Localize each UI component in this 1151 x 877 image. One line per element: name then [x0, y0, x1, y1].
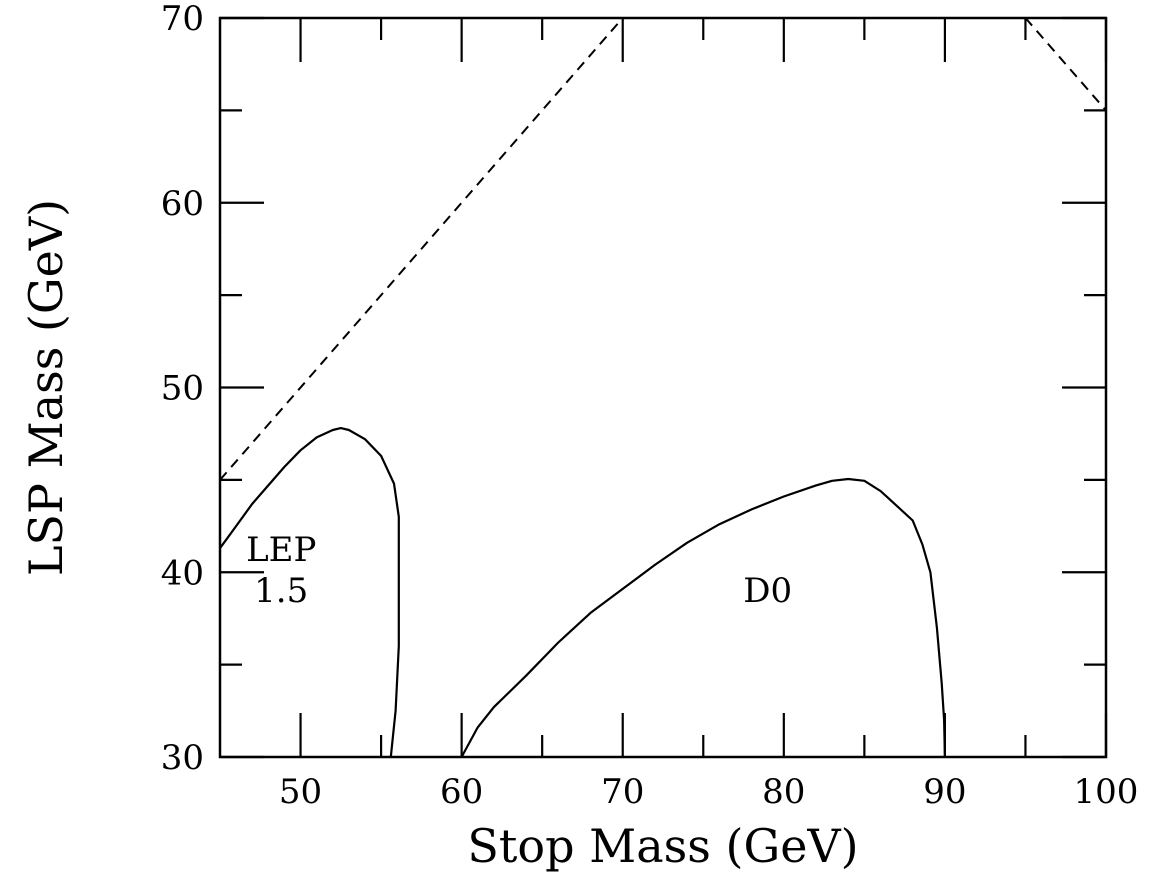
- x-tick-label: 90: [923, 772, 966, 812]
- region-label: LEP: [246, 530, 316, 570]
- kinematic-limit-dashed-line: [219, 17, 624, 481]
- region-label: D0: [743, 571, 792, 611]
- y-tick-label: 50: [161, 369, 204, 409]
- x-tick-label: 50: [279, 772, 322, 812]
- y-tick-label: 40: [161, 553, 204, 593]
- y-tick-label: 30: [161, 738, 204, 778]
- y-axis-title: LSP Mass (GeV): [19, 199, 73, 576]
- x-tick-label: 80: [762, 772, 805, 812]
- x-tick-label: 70: [601, 772, 644, 812]
- y-tick-label: 60: [161, 184, 204, 224]
- x-tick-label: 100: [1074, 772, 1139, 812]
- plot-frame: [218, 16, 1108, 759]
- corner-dashed-line: [1024, 17, 1107, 112]
- axis-tick-labels: 50 60 70 80 90 100 30 40 50 60 70: [161, 0, 1139, 812]
- region-label: 1.5: [254, 571, 308, 611]
- axis-ticks: [220, 16, 1108, 759]
- x-axis-title: Stop Mass (GeV): [467, 819, 858, 873]
- d0-exclusion-curve: [460, 477, 946, 758]
- x-tick-label: 60: [440, 772, 483, 812]
- lep-exclusion-curve: [219, 427, 400, 758]
- y-tick-label: 70: [161, 0, 204, 39]
- region-curves: [219, 17, 1107, 758]
